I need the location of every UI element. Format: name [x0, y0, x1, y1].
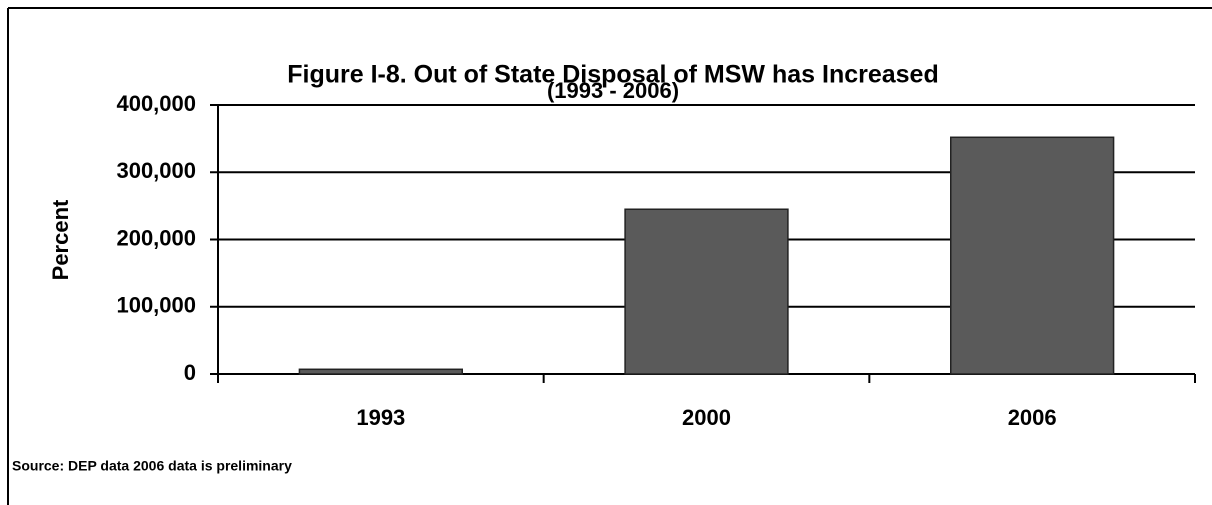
chart-title: Figure I-8. Out of State Disposal of MSW…: [287, 61, 939, 89]
chart-subtitle: (1993 - 2006): [547, 78, 679, 103]
bar: [298, 368, 463, 375]
y-tick-label: 100,000: [116, 293, 196, 318]
y-tick-label: 0: [184, 360, 196, 385]
x-tick-label: 1993: [356, 405, 405, 430]
y-tick-label: 400,000: [116, 91, 196, 116]
source-note: Source: DEP data 2006 data is preliminar…: [12, 458, 292, 474]
x-tick-label: 2006: [1008, 405, 1057, 430]
bar: [624, 208, 789, 375]
y-tick-label: 200,000: [116, 225, 196, 250]
x-tick-label: 2000: [682, 405, 731, 430]
y-axis-label: Percent: [48, 199, 73, 280]
y-tick-label: 300,000: [116, 158, 196, 183]
bar: [950, 136, 1115, 375]
